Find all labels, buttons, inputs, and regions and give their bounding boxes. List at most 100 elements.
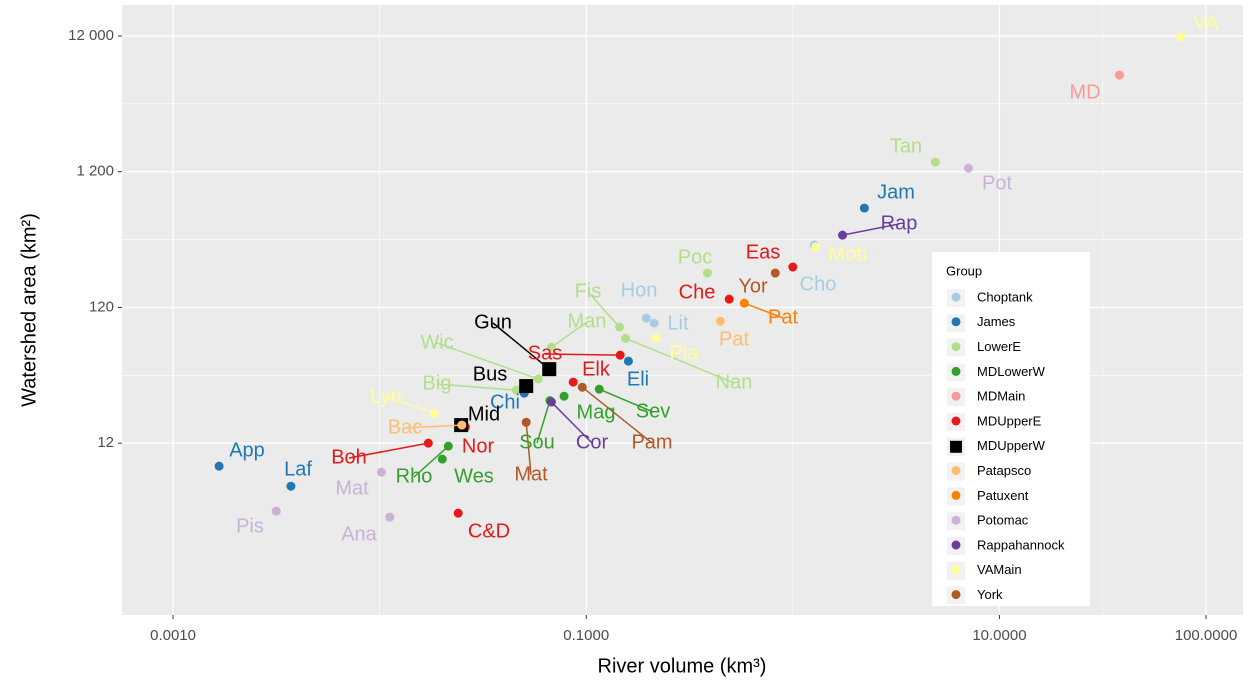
legend-key xyxy=(951,366,961,376)
point xyxy=(286,481,296,491)
leader-line xyxy=(404,424,462,429)
legend-label: Patapsco xyxy=(977,463,1031,478)
leader-line xyxy=(744,302,784,319)
point xyxy=(521,417,531,427)
point-label: Sas xyxy=(528,342,562,364)
legend: Choptank James LowerE MDLowerW MDMain MDUpper… xyxy=(947,289,1065,605)
legend-key xyxy=(951,565,961,575)
point-label: Poc xyxy=(678,246,712,268)
leader-line xyxy=(842,223,900,236)
point-label: C&D xyxy=(468,520,510,542)
point xyxy=(859,203,869,213)
legend-title: Group xyxy=(946,263,982,278)
leader-line xyxy=(492,322,550,370)
leader-line xyxy=(413,445,449,478)
point-label: Pat xyxy=(719,328,749,350)
point-label: App xyxy=(229,439,265,461)
point-label: Wes xyxy=(454,465,494,487)
point xyxy=(594,384,604,394)
y-tick-label: 1 200 xyxy=(76,163,114,180)
legend-label: Rappahannock xyxy=(977,537,1065,552)
point xyxy=(271,506,281,516)
leader-line xyxy=(536,400,551,444)
legend-key xyxy=(951,540,961,550)
point-label: Ana xyxy=(341,523,377,545)
legend-key xyxy=(951,490,961,500)
x-tick-label: 10.0000 xyxy=(972,627,1026,644)
point-label: Mat xyxy=(335,477,369,499)
point-label: Cho xyxy=(800,273,837,295)
point-label: Jam xyxy=(877,181,915,203)
point-label: Yor xyxy=(738,275,768,297)
point-label: Lyn xyxy=(370,385,402,407)
legend-key xyxy=(951,342,961,352)
point-label: Boh xyxy=(331,446,367,468)
legend-key xyxy=(951,416,961,426)
point-label: Bac xyxy=(388,416,422,438)
y-axis-title: Watershed area (km²) xyxy=(18,213,40,407)
point-label: Nan xyxy=(716,371,753,393)
y-tick-label: 120 xyxy=(89,298,114,315)
legend-key xyxy=(951,515,961,525)
point xyxy=(546,342,556,352)
leader-line xyxy=(436,342,539,380)
point xyxy=(788,262,798,272)
y-tick-label: 12 000 xyxy=(68,27,114,44)
point-label: Sev xyxy=(636,400,670,422)
point-label: Laf xyxy=(284,458,312,480)
point-label: Mid xyxy=(468,403,500,425)
leader-line xyxy=(587,291,621,328)
point xyxy=(577,382,587,392)
point xyxy=(715,316,725,326)
point xyxy=(615,322,625,332)
leader-line xyxy=(525,422,532,476)
point-label: Pot xyxy=(982,172,1012,194)
y-tick-label: 12 xyxy=(97,434,114,451)
point xyxy=(641,313,651,323)
point xyxy=(519,379,534,394)
point xyxy=(615,350,625,360)
point xyxy=(1176,32,1186,42)
legend-key xyxy=(951,317,961,327)
point xyxy=(385,512,395,522)
point-label: Eli xyxy=(627,368,649,390)
point-label: Rap xyxy=(881,212,918,234)
legend-label: Choptank xyxy=(977,289,1033,304)
point xyxy=(453,508,463,518)
point-label: Chi xyxy=(490,391,520,413)
point xyxy=(838,230,848,240)
point xyxy=(568,377,578,387)
point-label: Gun xyxy=(474,311,512,333)
point-label: Mob xyxy=(829,243,868,265)
leader-line xyxy=(385,396,435,414)
point xyxy=(376,467,386,477)
point xyxy=(930,157,940,167)
point xyxy=(546,397,556,407)
point-label: Rho xyxy=(396,465,433,487)
legend-label: Patuxent xyxy=(977,488,1029,503)
point-label: Sou xyxy=(519,431,555,453)
leader-line xyxy=(348,442,429,459)
point-label: Wic xyxy=(420,331,453,353)
legend-key xyxy=(951,292,961,302)
point-label: Pam xyxy=(631,431,672,453)
legend-key xyxy=(951,590,961,600)
leader-line xyxy=(550,401,593,444)
point xyxy=(214,461,224,471)
point xyxy=(770,268,780,278)
legend-label: York xyxy=(977,587,1003,602)
point-label: Big xyxy=(423,372,452,394)
point xyxy=(457,420,467,430)
point-label: Hon xyxy=(621,279,658,301)
leader-line xyxy=(436,383,517,391)
point-label: Man xyxy=(568,310,607,332)
legend-label: Potomac xyxy=(977,513,1029,528)
point xyxy=(429,408,439,418)
point-label: MD xyxy=(1069,81,1100,103)
legend-label: LowerE xyxy=(977,339,1021,354)
point-label: Tan xyxy=(890,135,922,157)
legend-label: James xyxy=(977,314,1016,329)
legend-key xyxy=(951,466,961,476)
legend-key xyxy=(950,440,962,453)
